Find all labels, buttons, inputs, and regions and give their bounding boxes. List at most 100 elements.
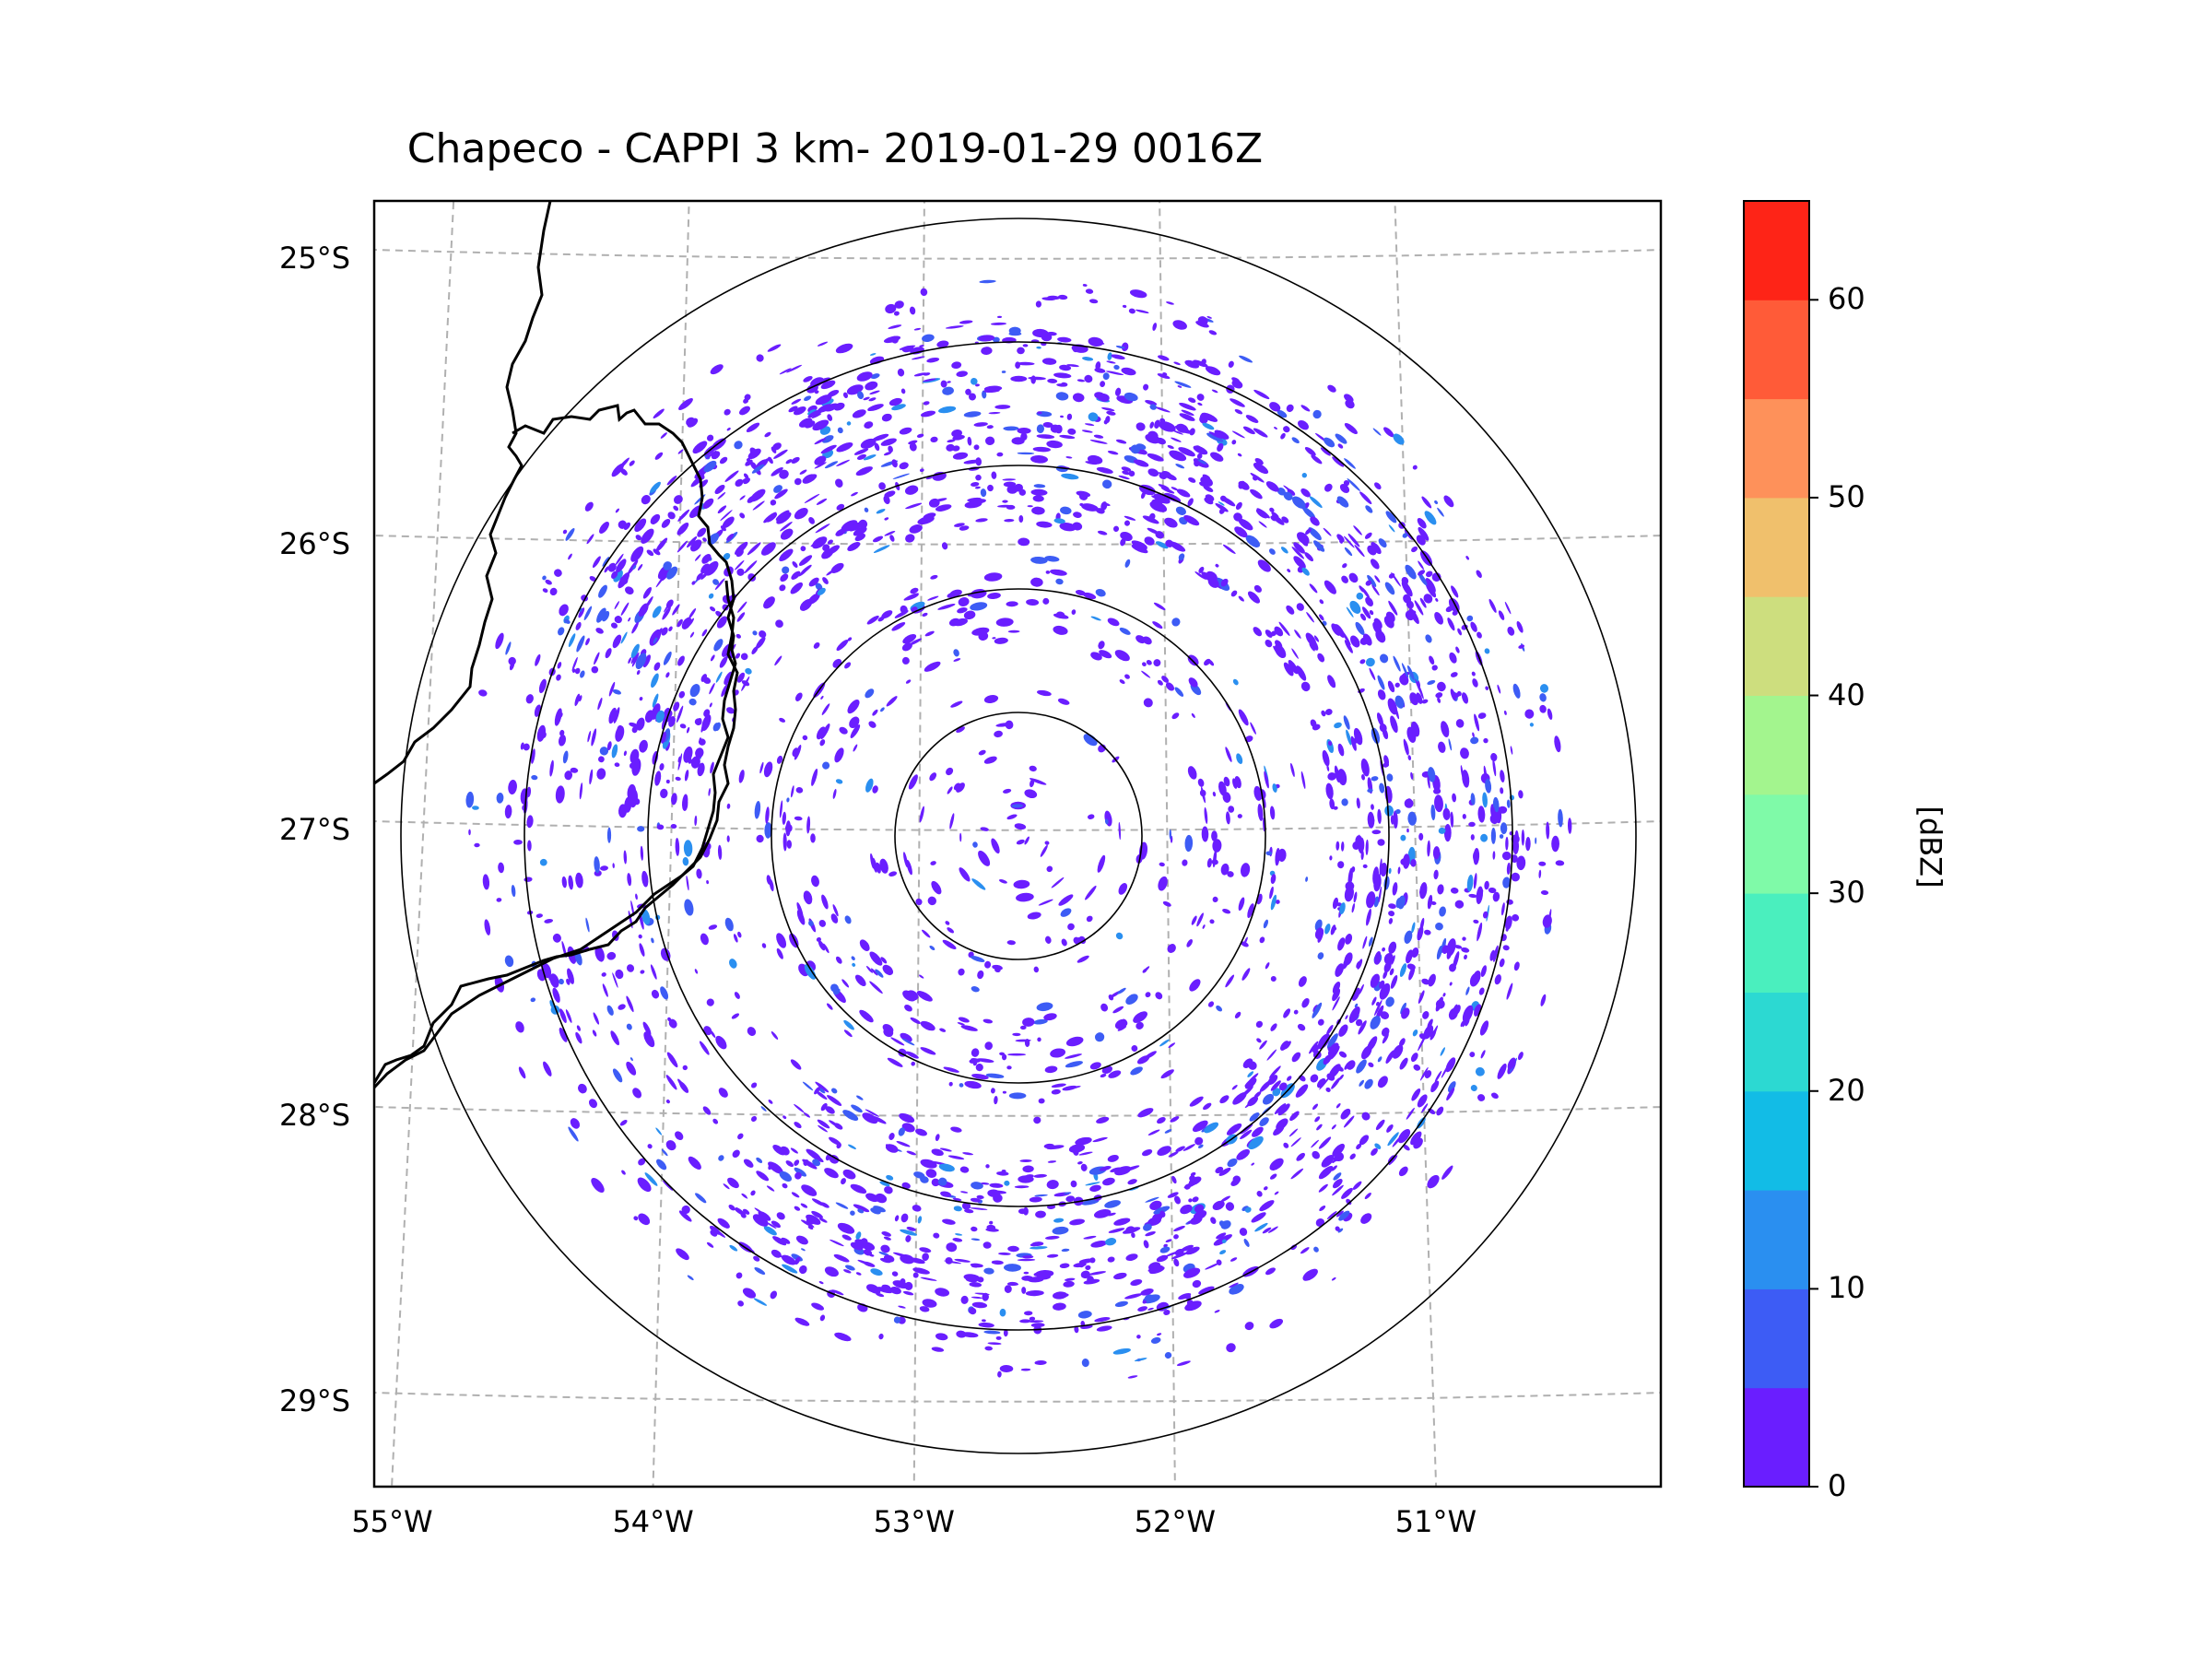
echo-speck [1080, 1270, 1090, 1279]
echo-speck [1171, 618, 1181, 627]
echo-speck [953, 782, 961, 791]
echo-speck [1082, 284, 1088, 287]
echo-speck [1297, 1023, 1306, 1031]
echo-speck [1118, 821, 1122, 841]
echo-speck [889, 535, 895, 542]
echo-speck [1240, 1086, 1253, 1099]
echo-speck [554, 708, 562, 726]
echo-speck [1128, 308, 1135, 314]
echo-speck [677, 509, 690, 522]
echo-speck [798, 1265, 807, 1275]
echo-speck [872, 535, 884, 543]
echo-speck [660, 788, 668, 799]
echo-speck [737, 1300, 744, 1307]
echo-speck [544, 918, 554, 924]
echo-speck [1266, 1049, 1277, 1061]
echo-speck [1247, 591, 1261, 604]
echo-speck [1036, 346, 1041, 349]
echo-speck [816, 498, 828, 505]
echo-speck [901, 656, 910, 665]
echo-speck [891, 459, 898, 468]
echo-speck [1193, 445, 1208, 455]
echo-speck [591, 665, 599, 674]
echo-speck [851, 1104, 863, 1113]
echo-speck [1361, 1112, 1371, 1121]
echo-speck [1332, 996, 1340, 1011]
echo-speck [700, 933, 709, 946]
echo-speck [1055, 392, 1069, 401]
echo-speck [812, 1159, 820, 1167]
echo-speck [977, 970, 984, 980]
echo-speck [1424, 511, 1437, 525]
echo-speck [795, 786, 804, 794]
echo-speck [1477, 922, 1483, 940]
border-argentina [374, 404, 737, 1084]
echo-speck [814, 1087, 821, 1095]
echo-speck [796, 910, 806, 925]
echo-speck [814, 438, 827, 445]
echo-speck [900, 1032, 912, 1042]
echo-speck [1344, 640, 1353, 653]
echo-speck [1101, 406, 1115, 412]
echo-speck [761, 542, 776, 556]
echo-speck [583, 606, 593, 621]
echo-speck [588, 1099, 598, 1109]
echo-speck [782, 1115, 787, 1120]
echo-speck [1216, 1005, 1223, 1012]
echo-speck [1084, 374, 1093, 383]
echo-speck [1046, 1253, 1059, 1258]
echo-speck [1265, 639, 1273, 648]
echo-speck [1225, 1202, 1235, 1211]
echo-speck [1052, 1226, 1069, 1235]
echo-speck [1431, 665, 1438, 671]
echo-speck [844, 662, 852, 669]
echo-speck [1003, 788, 1012, 794]
echo-speck [1259, 1200, 1275, 1212]
echo-speck [695, 1193, 707, 1204]
echo-speck [686, 417, 696, 427]
echo-speck [1169, 829, 1172, 840]
echo-speck [1131, 1045, 1138, 1052]
echo-speck [1448, 738, 1453, 751]
echo-speck [779, 800, 783, 818]
echo-speck [804, 964, 817, 980]
echo-speck [970, 1263, 983, 1268]
echo-speck [629, 722, 638, 727]
echo-speck [971, 1226, 978, 1232]
echo-speck [1400, 834, 1406, 841]
echo-speck [806, 1214, 821, 1225]
echo-speck [785, 1160, 794, 1168]
echo-speck [905, 534, 915, 543]
colorbar-tick-label: 50 [1828, 478, 1865, 514]
echo-speck [589, 575, 596, 582]
echo-speck [1284, 1041, 1291, 1050]
echo-speck [1199, 789, 1206, 797]
echo-speck [1301, 997, 1310, 1008]
echo-speck [794, 816, 803, 821]
echo-speck [1333, 806, 1338, 810]
echo-speck [808, 517, 816, 524]
echo-speck [1425, 578, 1436, 594]
echo-speck [1204, 658, 1211, 666]
echo-speck [1413, 1064, 1421, 1071]
echo-speck [971, 1182, 983, 1190]
echo-speck [1004, 518, 1015, 523]
echo-speck [1332, 1178, 1343, 1189]
echo-speck [1059, 1263, 1070, 1269]
echo-speck [1183, 514, 1200, 526]
echo-speck [1512, 913, 1520, 922]
echo-speck [1173, 1234, 1179, 1240]
echo-speck [1269, 1158, 1284, 1171]
echo-speck [1083, 1235, 1097, 1240]
echo-speck [1304, 552, 1313, 562]
echo-speck [1004, 1264, 1021, 1272]
echo-speck [482, 874, 490, 890]
echo-speck [642, 587, 652, 599]
echo-speck [677, 449, 684, 454]
echo-speck [1075, 590, 1086, 596]
echo-speck [836, 441, 853, 453]
echo-speck [1112, 525, 1120, 532]
echo-speck [1077, 1311, 1092, 1319]
echo-speck [1209, 919, 1215, 924]
echo-speck [601, 972, 606, 977]
